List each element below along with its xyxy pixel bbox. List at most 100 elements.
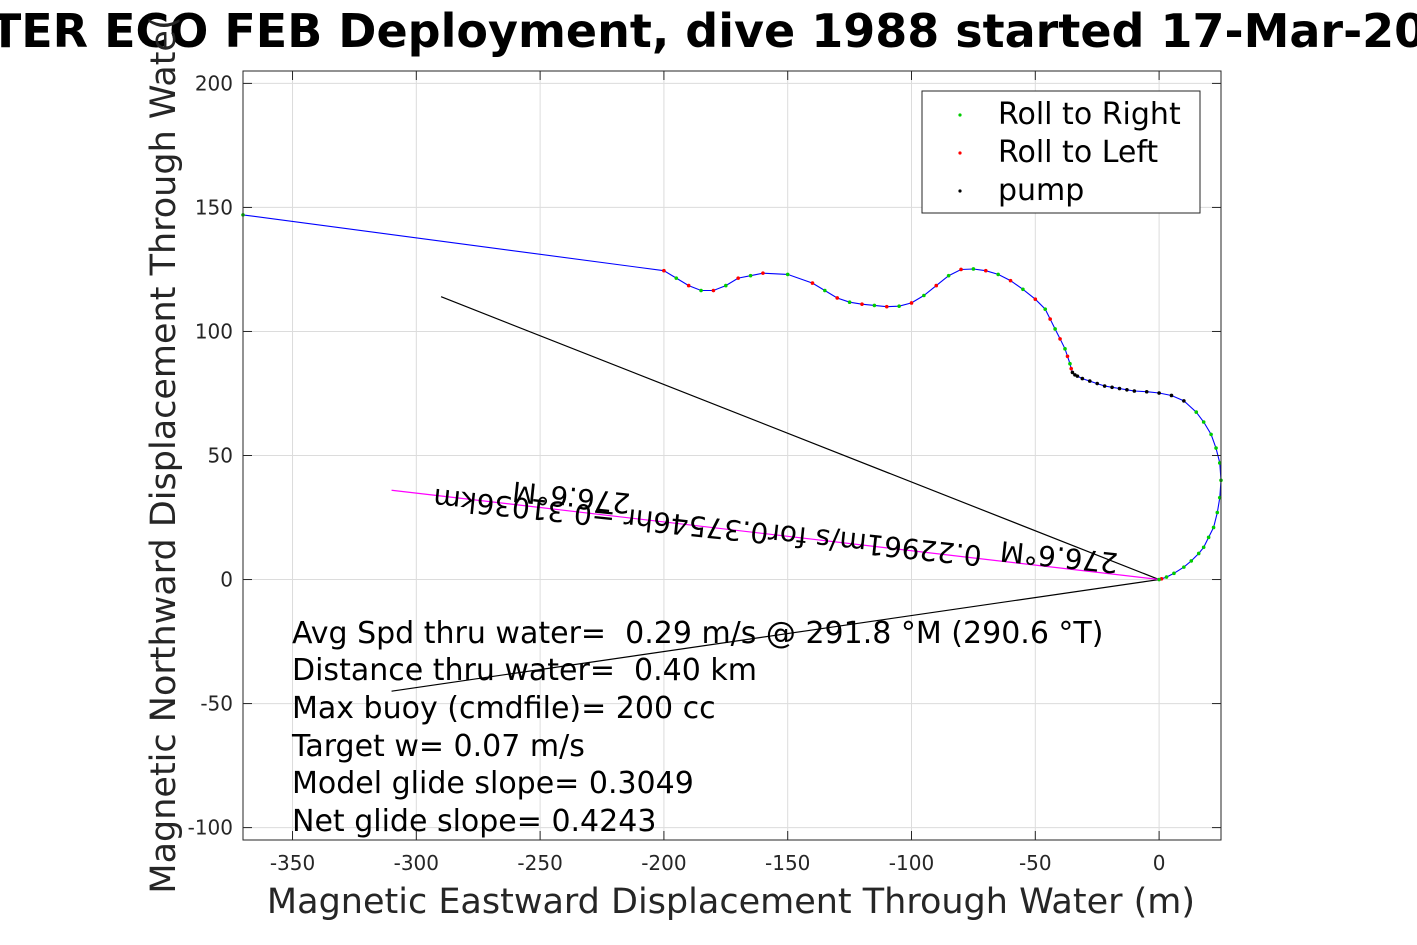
x-tick-label: 0 <box>1153 851 1166 875</box>
track-point <box>686 283 691 288</box>
legend-marker-roll-left <box>958 151 962 155</box>
y-tick-label: 200 <box>195 71 233 95</box>
track-point <box>1008 278 1013 283</box>
track-point <box>1164 575 1169 579</box>
y-tick-label: 100 <box>195 319 233 343</box>
track-point <box>1157 391 1161 395</box>
current-line-2 <box>391 578 1160 692</box>
legend-label-roll-right: Roll to Right <box>998 97 1181 132</box>
y-axis-label: Magnetic Northward Displacement Through … <box>144 16 184 893</box>
track-point <box>1189 559 1194 563</box>
track-point <box>983 268 988 273</box>
y-tick-label: 50 <box>208 444 233 468</box>
track-point <box>1157 577 1161 582</box>
track-point <box>711 288 716 293</box>
annotation-max-buoy: Max buoy (cmdfile)= 200 cc <box>292 691 716 726</box>
legend: Roll to Right Roll to Left pump <box>921 90 1201 214</box>
legend-label-roll-left: Roll to Left <box>998 135 1158 170</box>
track-point <box>959 267 963 272</box>
x-tick-label: -300 <box>394 851 439 875</box>
track-point <box>724 283 728 288</box>
annotation-target-w: Target w= 0.07 m/s <box>291 729 585 764</box>
track-point <box>1069 366 1074 371</box>
track-point <box>823 288 827 293</box>
x-axis-label: Magnetic Eastward Displacement Through W… <box>267 882 1195 922</box>
y-tick-label: 0 <box>220 568 233 592</box>
track-point <box>662 268 666 273</box>
track-point <box>748 273 753 278</box>
y-tick-label: -100 <box>188 816 233 840</box>
track-point <box>1117 386 1122 391</box>
track-point <box>1211 525 1216 530</box>
heading-label-2: 0.22961m/s for0.37546hr =0.31036km <box>432 482 984 572</box>
track-point <box>1132 389 1137 393</box>
track-point <box>1206 535 1211 540</box>
legend-box <box>921 90 1201 214</box>
x-tick-label: -200 <box>641 851 686 875</box>
heading-line <box>391 489 1160 581</box>
annotation-net-glide: Net glide slope= 0.4243 <box>292 804 656 839</box>
track-point <box>1058 337 1062 341</box>
legend-marker-pump <box>958 189 962 193</box>
track-point <box>1110 385 1114 390</box>
track-point <box>736 276 740 280</box>
track-point <box>971 267 976 271</box>
stats-annotations: Avg Spd thru water= 0.29 m/s @ 291.8 °M … <box>291 616 1103 839</box>
y-tick-label: -50 <box>200 692 233 716</box>
track-point <box>1080 376 1085 381</box>
track-point <box>1075 374 1080 378</box>
track-point <box>761 271 765 275</box>
annotation-model-glide: Model glide slope= 0.3049 <box>292 766 694 801</box>
track-point <box>1053 327 1057 331</box>
track-point <box>1209 432 1213 437</box>
track-point <box>1033 297 1038 302</box>
annotation-avg-speed: Avg Spd thru water= 0.29 m/s @ 291.8 °M … <box>292 616 1103 651</box>
track-point <box>946 273 951 278</box>
track-point <box>1182 399 1186 403</box>
track-point <box>1021 287 1025 292</box>
track-point <box>1102 384 1107 388</box>
track-point <box>922 293 926 298</box>
chart-title: TER ECO FEB Deployment, dive 1988 starte… <box>0 4 1417 58</box>
x-tick-label: -150 <box>765 851 810 875</box>
track-point <box>847 300 852 304</box>
track-point <box>872 303 877 308</box>
track-point <box>1065 354 1070 359</box>
track-point <box>996 272 1000 277</box>
x-tick-label: -100 <box>889 851 934 875</box>
track-point <box>1172 571 1176 576</box>
track-point <box>1063 347 1067 351</box>
track-point <box>884 304 889 309</box>
track-point <box>1095 381 1100 386</box>
legend-marker-roll-right <box>958 113 962 117</box>
track-point <box>860 302 864 306</box>
track-point <box>810 281 815 285</box>
track-point <box>1144 389 1149 394</box>
track-point <box>674 276 679 280</box>
track-point <box>897 304 901 308</box>
track-point <box>934 283 939 288</box>
legend-label-pump: pump <box>998 173 1084 208</box>
track-point <box>835 296 840 300</box>
track-point <box>1169 393 1174 398</box>
track-point <box>1087 379 1092 383</box>
annotation-distance: Distance thru water= 0.40 km <box>292 653 757 688</box>
x-tick-label: -250 <box>517 851 562 875</box>
heading-label-3: 276.6°M <box>999 534 1120 579</box>
track-point <box>1068 361 1072 366</box>
track-point <box>1214 446 1218 450</box>
track-point <box>1201 545 1206 550</box>
track-point <box>909 301 914 305</box>
track-point <box>1196 551 1201 556</box>
track-point <box>1194 410 1199 414</box>
track-point <box>1070 370 1075 375</box>
track-point <box>1215 510 1220 515</box>
current-line-1 <box>440 296 1160 581</box>
x-tick-label: -50 <box>1019 851 1052 875</box>
axis-ticks: -350 -300 -250 -200 -150 -100 -50 0 -100 -50 0 50 10… <box>188 71 1221 875</box>
track-point <box>785 272 790 277</box>
track-point <box>699 288 703 293</box>
x-tick-label: -350 <box>270 851 315 875</box>
track-point <box>1201 420 1206 424</box>
